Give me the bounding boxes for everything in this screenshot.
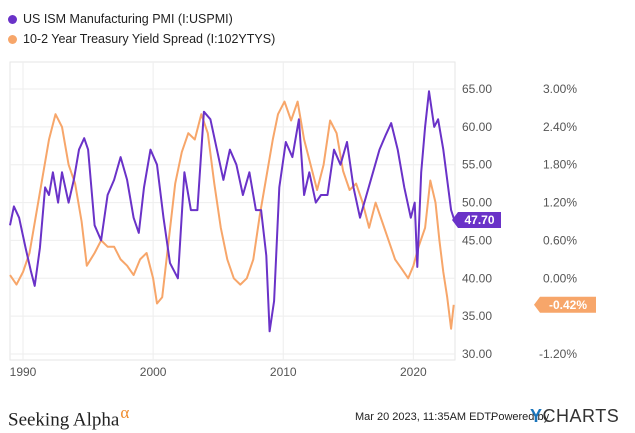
x-tick-label-2010: 2010 — [270, 365, 297, 379]
left-tick-label-3: 50.00 — [462, 196, 492, 210]
end-label-bg-0 — [452, 211, 501, 228]
grid — [10, 62, 455, 360]
plot-area — [9, 61, 456, 361]
right-tick-label-1: 2.40% — [543, 120, 577, 134]
end-label-bg-1 — [534, 296, 596, 313]
right-tick-label-3: 1.20% — [543, 196, 577, 210]
chart: 1990 2000 2010 2020 65.00 60.00 55.00 50.00 45.… — [9, 61, 596, 379]
x-axis: 1990 2000 2010 2020 — [10, 365, 427, 379]
x-tick-label-2000: 2000 — [140, 365, 167, 379]
right-tick-label-0: 3.00% — [543, 82, 577, 96]
left-y-axis: 65.00 60.00 55.00 50.00 45.00 40.00 35.00 30.00 — [462, 82, 492, 361]
alpha-mark: α — [120, 403, 130, 422]
left-tick-label-7: 30.00 — [462, 347, 492, 361]
end-label-text-0: 47.70 — [464, 213, 494, 227]
right-tick-label-4: 0.60% — [543, 233, 577, 247]
end-labels: -0.42% 47.70 — [452, 211, 596, 313]
legend-label-spread: 10-2 Year Treasury Yield Spread (I:102YT… — [23, 32, 276, 46]
timestamp: Mar 20 2023, 11:35AM EDT. — [355, 411, 493, 423]
legend-marker-spread — [8, 34, 17, 44]
brand-text: Seeking Alpha — [8, 409, 120, 431]
seeking-alpha-logo[interactable]: Seeking Alphaα — [8, 403, 129, 431]
legend-label-pmi: US ISM Manufacturing PMI (I:USPMI) — [23, 12, 233, 26]
legend-marker-pmi — [8, 14, 17, 24]
legend-item-pmi[interactable]: US ISM Manufacturing PMI (I:USPMI) — [8, 9, 275, 29]
right-tick-label-5: 0.00% — [543, 271, 577, 285]
end-label-0: 47.70 — [452, 211, 501, 228]
left-tick-label-0: 65.00 — [462, 82, 492, 96]
x-tick-label-2020: 2020 — [400, 365, 427, 379]
series-line-1[interactable] — [9, 100, 455, 330]
left-tick-label-6: 35.00 — [462, 309, 492, 323]
footer: Seeking Alphaα Mar 20 2023, 11:35AM EDT.… — [0, 395, 635, 433]
left-tick-label-1: 60.00 — [462, 120, 492, 134]
legend: US ISM Manufacturing PMI (I:USPMI) 10-2 … — [8, 9, 275, 49]
right-tick-label-2: 1.80% — [543, 158, 577, 172]
right-y-axis: 3.00% 2.40% 1.80% 1.20% 0.60% 0.00% -1.20% — [539, 82, 577, 361]
left-tick-label-5: 40.00 — [462, 271, 492, 285]
x-tick-label-1990: 1990 — [10, 365, 37, 379]
series-layer — [9, 90, 456, 333]
end-label-1: -0.42% — [534, 296, 596, 313]
left-tick-label-4: 45.00 — [462, 233, 492, 247]
ycharts-text: CHARTS — [542, 406, 620, 426]
end-label-text-1: -0.42% — [549, 298, 587, 312]
ycharts-y: Y — [530, 406, 543, 426]
powered-by: Powered by — [491, 411, 550, 423]
left-tick-label-2: 55.00 — [462, 158, 492, 172]
legend-item-spread[interactable]: 10-2 Year Treasury Yield Spread (I:102YT… — [8, 29, 275, 49]
series-line-0[interactable] — [9, 90, 456, 333]
ycharts-logo[interactable]: YCHARTS — [530, 406, 619, 427]
right-tick-label-6: -1.20% — [539, 347, 577, 361]
